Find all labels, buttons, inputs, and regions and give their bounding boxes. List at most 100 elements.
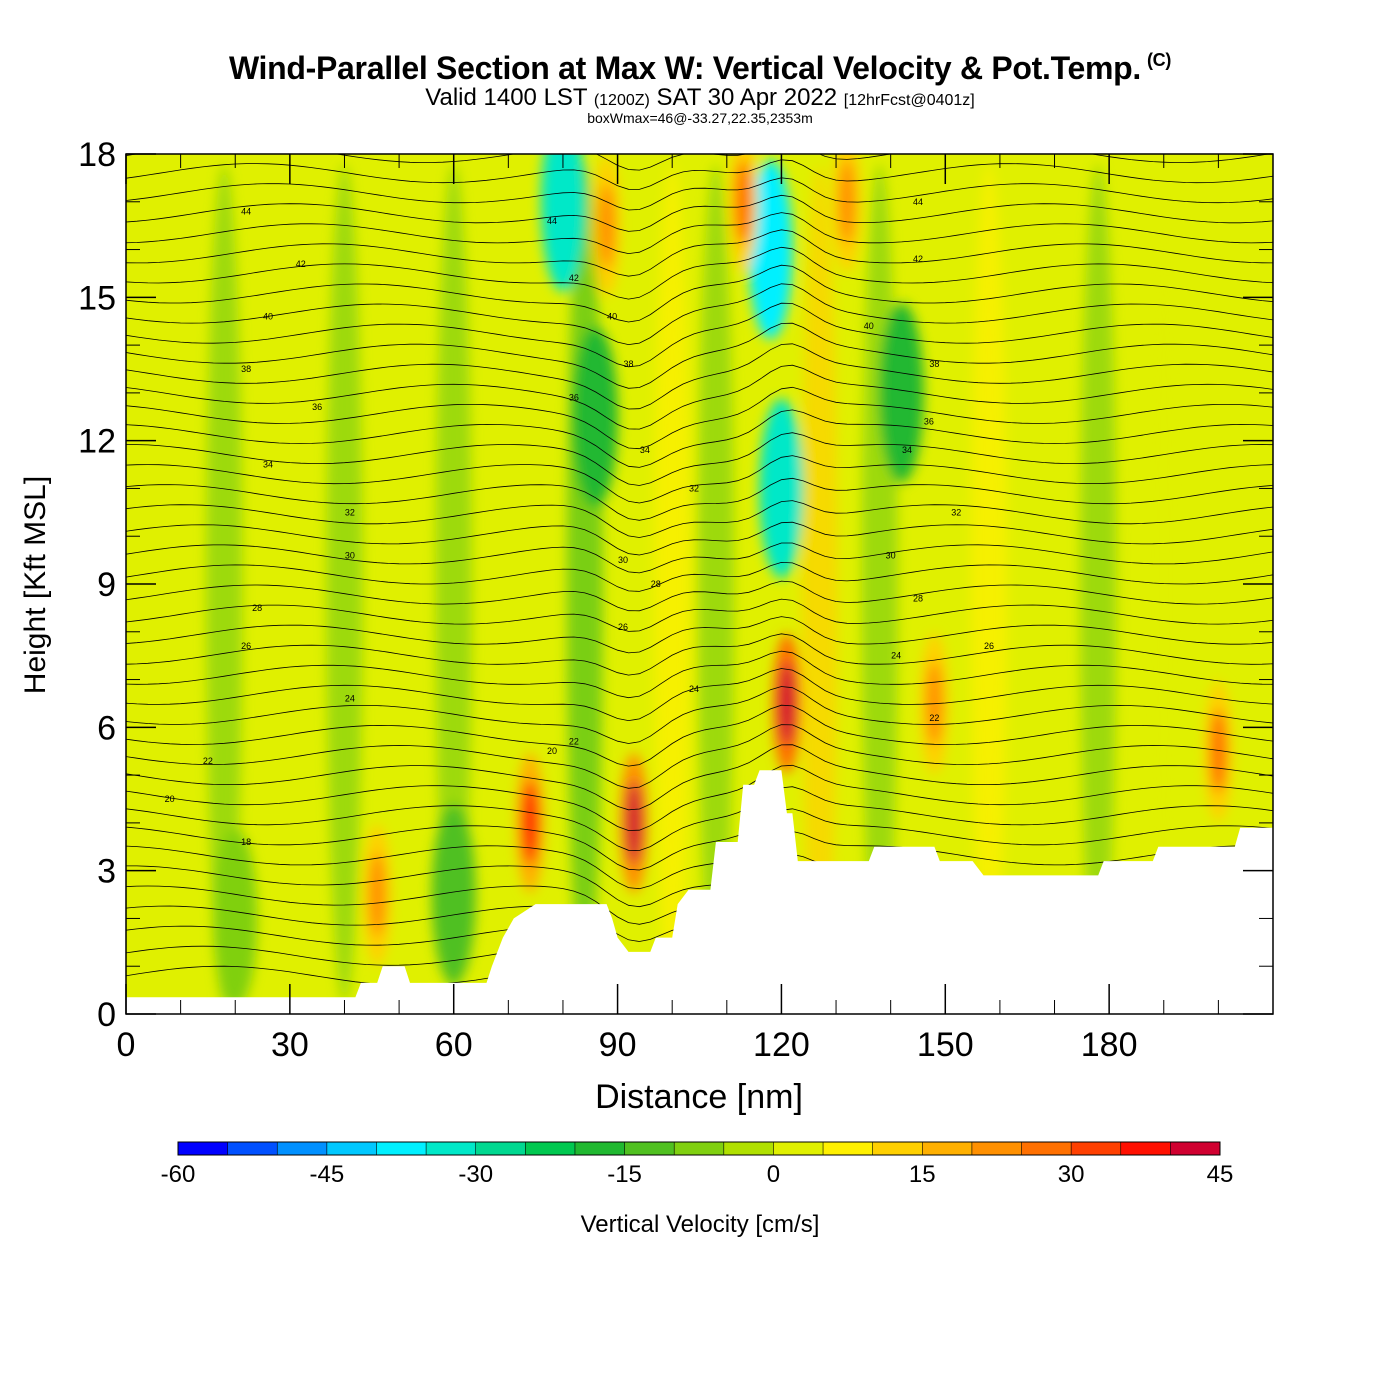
- colorbar-swatch: [773, 1142, 824, 1155]
- colorbar-swatch: [178, 1142, 229, 1155]
- theta-contour: [126, 194, 1273, 232]
- theta-label: 28: [913, 593, 923, 603]
- colorbar-swatch: [426, 1142, 477, 1155]
- theta-contour: [126, 542, 1273, 574]
- theta-contour: [126, 521, 1273, 556]
- theta-contour: [126, 386, 1273, 450]
- theta-label: 28: [651, 579, 661, 589]
- velocity-band: [1145, 164, 1182, 1004]
- colorbar-swatch: [624, 1142, 675, 1155]
- x-tick-label: 0: [117, 1026, 136, 1064]
- velocity-band: [1080, 164, 1117, 1004]
- y-tick-label: 15: [78, 279, 116, 317]
- colorbar-swatch: [823, 1142, 874, 1155]
- downdraft-core: [759, 398, 804, 579]
- theta-label: 26: [984, 641, 994, 651]
- theta-contour: [126, 786, 1273, 851]
- downdraft-core: [540, 154, 585, 292]
- x-tick-label: 120: [753, 1026, 810, 1064]
- x-tick-label: 90: [599, 1026, 637, 1064]
- colorbar: -60 -45 -30 -15 0 15 30 45: [161, 1141, 1233, 1188]
- colorbar-swatch: [277, 1142, 328, 1155]
- colorbar-swatch: [922, 1142, 973, 1155]
- colorbar-swatch: [376, 1142, 427, 1155]
- chart-title: Wind-Parallel Section at Max W: Vertical…: [228, 50, 1172, 86]
- theta-contour: [126, 283, 1273, 346]
- downdraft-core: [748, 159, 793, 340]
- theta-contour: [126, 229, 1273, 277]
- theta-label: 44: [913, 197, 923, 207]
- theta-label: 30: [618, 555, 628, 565]
- theta-contour: [126, 264, 1273, 323]
- theta-label: 34: [640, 445, 650, 455]
- theta-contour: [126, 159, 1273, 190]
- theta-contour: [126, 668, 1273, 722]
- y-tick-label: 18: [78, 136, 116, 174]
- theta-label: 38: [241, 364, 251, 374]
- x-tick-label: 30: [271, 1026, 309, 1064]
- theta-contour: [126, 122, 1273, 152]
- theta-contour: [126, 322, 1273, 389]
- theta-label: 22: [569, 737, 579, 747]
- theta-contour: [126, 302, 1273, 368]
- colorbar-swatch: [1120, 1142, 1171, 1155]
- colorbar-swatch: [227, 1142, 278, 1155]
- theta-contour: [126, 616, 1273, 654]
- colorbar-swatch: [525, 1142, 576, 1155]
- theta-contour: [126, 561, 1273, 592]
- theta-contour: [126, 212, 1273, 255]
- colorbar-label: Vertical Velocity [cm/s]: [581, 1211, 820, 1238]
- theta-contour: [126, 764, 1273, 831]
- y-tick-label: 9: [97, 566, 116, 604]
- vertical-velocity-field: [206, 154, 1233, 1009]
- colorbar-swatch: [475, 1142, 526, 1155]
- theta-label: 20: [547, 746, 557, 756]
- theta-label: 24: [689, 684, 699, 694]
- colorbar-tick-label: 30: [1058, 1161, 1085, 1188]
- theta-label: 34: [263, 460, 273, 470]
- colorbar-tick-label: -15: [607, 1161, 642, 1188]
- theta-label: 40: [864, 321, 874, 331]
- velocity-band: [206, 164, 243, 1004]
- theta-label: 24: [891, 651, 901, 661]
- theta-label: 22: [203, 756, 213, 766]
- theta-contour: [126, 455, 1273, 504]
- velocity-band: [435, 164, 472, 1004]
- colorbar-swatch: [674, 1142, 725, 1155]
- updraft-core: [598, 183, 615, 268]
- theta-label: 30: [345, 550, 355, 560]
- theta-contour: [126, 409, 1273, 468]
- theta-label-group: 44 42 40 38 36 34 32 30 28 26 24 22 20 18 44 42 40 38 36 34…: [165, 197, 994, 847]
- downdraft-core: [573, 326, 618, 507]
- colorbar-tick-label: -30: [458, 1161, 493, 1188]
- theta-contour: [126, 364, 1273, 430]
- terrain-mask: [126, 770, 1273, 1014]
- theta-label: 32: [689, 483, 699, 493]
- downdraft-core: [213, 828, 258, 1009]
- theta-label: 22: [929, 713, 939, 723]
- updraft-core: [1210, 709, 1227, 794]
- colorbar-swatch: [574, 1142, 626, 1155]
- theta-label: 24: [345, 694, 355, 704]
- colorbar-tick-label: -45: [310, 1161, 345, 1188]
- updraft-core: [522, 780, 539, 865]
- velocity-band: [970, 164, 1007, 1004]
- theta-contour: [126, 704, 1273, 767]
- theta-label: 44: [241, 206, 251, 216]
- theta-label: 34: [902, 445, 912, 455]
- colorbar-tick-label: 0: [767, 1161, 780, 1188]
- theta-contour: [126, 500, 1273, 538]
- theta-label: 36: [312, 402, 322, 412]
- theta-contour: [126, 830, 1273, 890]
- colorbar-tick-label: -60: [161, 1161, 196, 1188]
- theta-label: 26: [618, 622, 628, 632]
- theta-contour: [126, 808, 1273, 871]
- y-axis-label: Height [Kft MSL]: [19, 476, 52, 694]
- theta-label: 36: [924, 417, 934, 427]
- y-tick-label: 6: [97, 709, 116, 747]
- colorbar-swatch: [1170, 1142, 1221, 1155]
- theta-label: 26: [241, 641, 251, 651]
- chart-subtitle: Valid 1400 LST (1200Z) SAT 30 Apr 2022 […: [425, 84, 975, 111]
- updraft-core: [369, 852, 386, 937]
